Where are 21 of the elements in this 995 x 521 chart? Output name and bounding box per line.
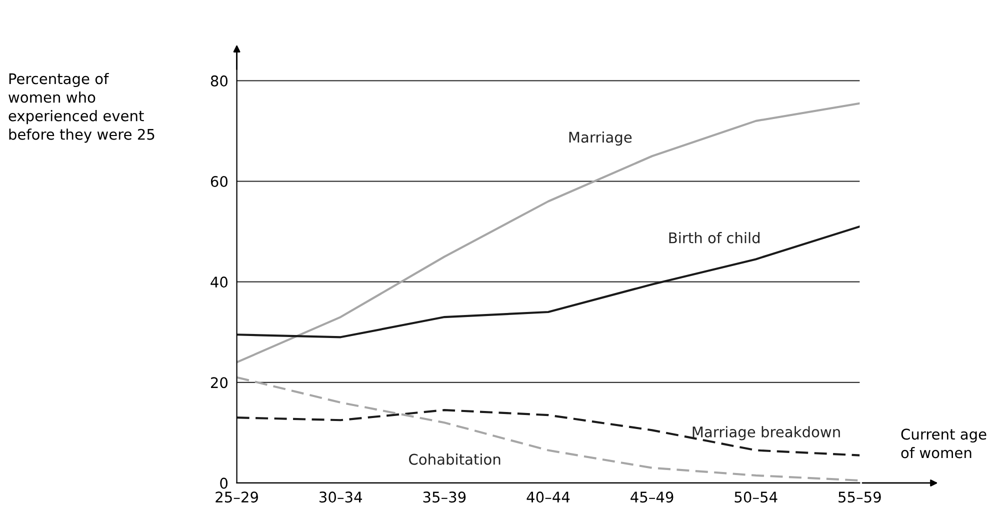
x-tick-label: 30–34 <box>320 492 362 503</box>
x-tick-label: 40–44 <box>526 492 570 503</box>
y-tick-label: 60 <box>210 176 228 188</box>
series-label: Birth of child <box>669 232 760 244</box>
line-series <box>236 225 860 338</box>
line-series <box>236 102 860 364</box>
x-tick-label: 35–39 <box>423 492 466 503</box>
x-axis-title: Current age of women <box>901 428 986 458</box>
y-tick-label: 80 <box>210 75 228 86</box>
x-tick-label: 50–54 <box>734 492 778 503</box>
y-tick-label: 20 <box>210 377 228 388</box>
x-tick-label: 45–49 <box>630 492 674 503</box>
y-tick-label: 0 <box>220 478 228 489</box>
series-label: Marriage breakdown <box>692 426 840 440</box>
y-axis-title: Percentage of women who experienced event before they were 25 <box>8 72 154 143</box>
x-tick-label: 25–29 <box>216 492 258 503</box>
x-tick-label: 55–59 <box>838 492 881 503</box>
series-label: Marriage <box>569 131 632 146</box>
series-label: Cohabitation <box>409 454 500 465</box>
y-tick-label: 40 <box>210 276 228 288</box>
line-series <box>236 376 860 482</box>
